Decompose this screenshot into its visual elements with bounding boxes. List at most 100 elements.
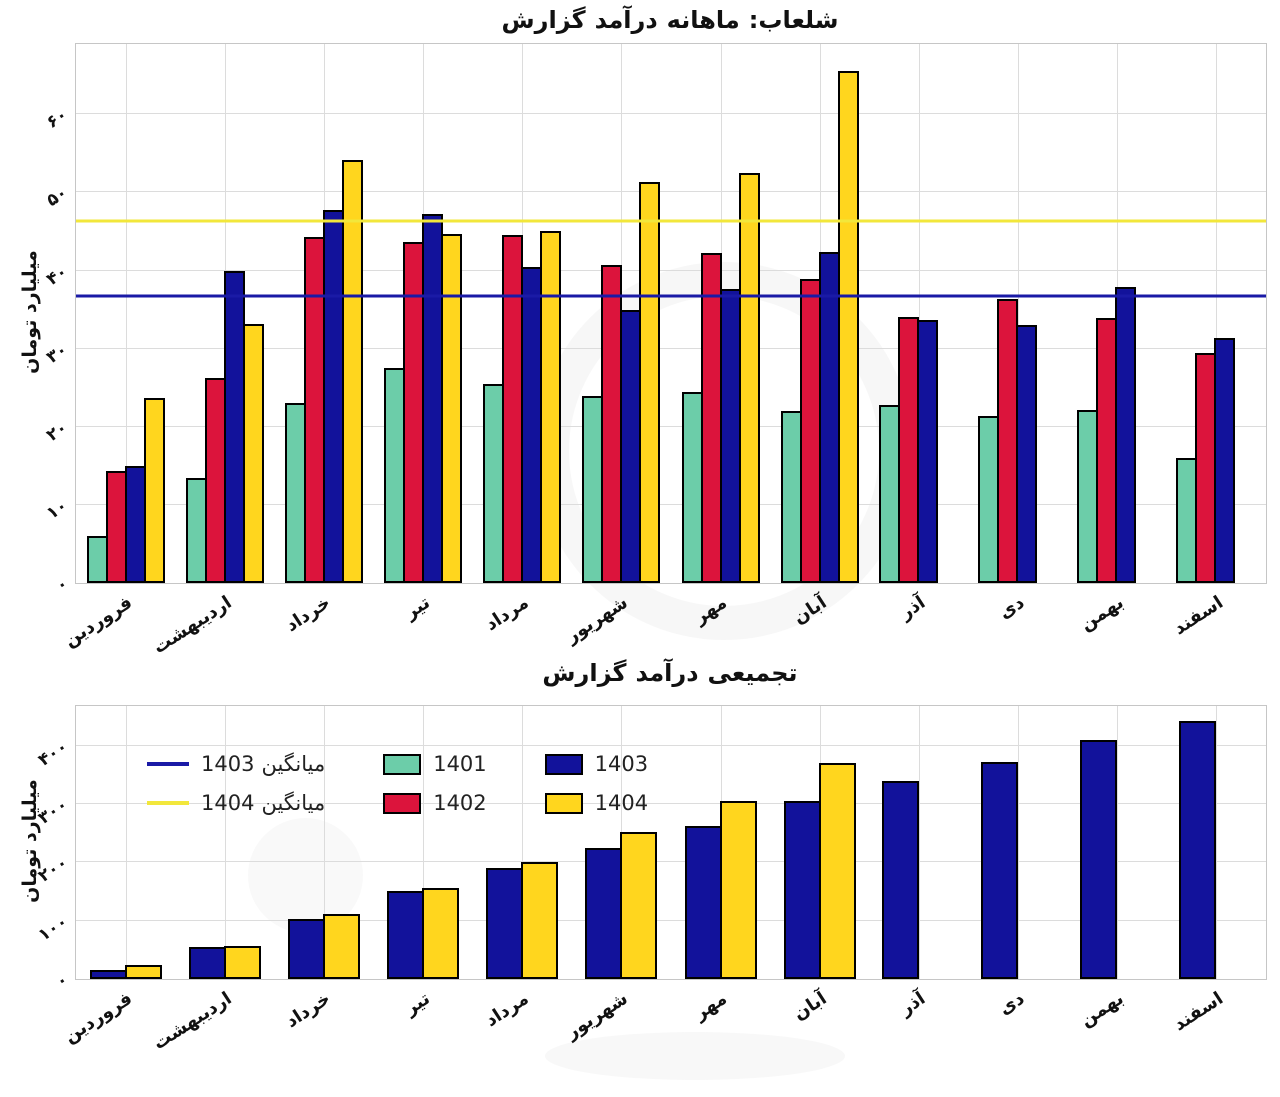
- bar-1404-month-4: [422, 888, 460, 979]
- title-word: درآمد: [635, 659, 699, 687]
- x-tick-label-month-1: فروردین: [60, 988, 137, 1048]
- bar-1403-month-10: [981, 761, 1019, 979]
- cumulative-y-axis-label: میلیارد تومان: [19, 779, 41, 903]
- x-tick-label-month-12: اسفند: [1169, 988, 1227, 1036]
- bar-groups: [76, 44, 1266, 583]
- y-tick-label-0: ۰: [51, 969, 72, 993]
- legend-item-mean-1403: 1403 میانگین: [147, 752, 325, 776]
- gridline-vertical: [522, 706, 524, 979]
- legend-item-mean-1404: 1404 میانگین: [147, 791, 325, 815]
- bar-group-9: [869, 44, 968, 583]
- bar-1404-month-8: [837, 70, 859, 583]
- bar-1404-month-4: [441, 233, 463, 583]
- legend-label-part: 1404: [594, 791, 649, 815]
- legend-column: 1403 1404: [544, 752, 648, 815]
- bar-group-11: [1068, 706, 1167, 979]
- legend-swatch-1403: [544, 753, 583, 775]
- bar-group-12: [1167, 44, 1266, 583]
- bar-1403-month-2: [188, 946, 226, 979]
- legend-label-part: 1403: [594, 752, 649, 776]
- bar-1403-month-7: [684, 825, 722, 979]
- x-tick-label-month-2: اردیبهشت: [148, 988, 236, 1055]
- gridline-horizontal: [76, 113, 1266, 115]
- bar-group-2: [175, 706, 274, 979]
- bar-1403-month-12: [1214, 337, 1236, 583]
- gridline-vertical: [1018, 44, 1020, 583]
- x-tick-label-month-5: مرداد: [481, 988, 533, 1032]
- x-tick-label-month-10: دی: [995, 988, 1029, 1020]
- watermark-circle: [248, 818, 363, 933]
- gridline-horizontal: [76, 191, 1266, 193]
- bar-group-3: [274, 44, 373, 583]
- y-tick-label-400: ۴۰۰: [34, 736, 72, 771]
- bar-1403-month-4: [387, 891, 425, 979]
- bar-groups: [76, 706, 1266, 979]
- bar-1404-month-7: [738, 172, 760, 583]
- gridline-horizontal: [76, 269, 1266, 271]
- bar-1403-month-8: [783, 800, 821, 979]
- legend-label-part: 1401: [433, 752, 487, 776]
- gridline-vertical: [1216, 706, 1218, 979]
- legend-label-part: میانگین: [261, 791, 326, 815]
- bar-group-8: [770, 44, 869, 583]
- bar-group-5: [473, 44, 572, 583]
- bar-group-1: [76, 706, 175, 979]
- gridline-vertical: [918, 44, 920, 583]
- bar-1404-month-1: [124, 965, 162, 979]
- x-tick-label-month-6: شهریور: [562, 988, 632, 1044]
- x-tick-label-month-7: مهر: [690, 988, 732, 1025]
- bar-1403-month-12: [1179, 721, 1217, 979]
- gridline-horizontal: [76, 744, 1266, 746]
- bar-1404-month-5: [540, 231, 562, 583]
- bar-group-8: [770, 706, 869, 979]
- bar-1404-month-1: [143, 397, 165, 583]
- bar-1403-month-11: [1080, 739, 1118, 979]
- cumulative-chart-title: گزارش درآمد تجمیعی: [75, 659, 1265, 687]
- bar-group-10: [969, 706, 1068, 979]
- legend-label-part: 1402: [433, 791, 487, 815]
- bar-group-6: [572, 706, 671, 979]
- gridline-vertical: [125, 706, 127, 979]
- bar-1403-month-3: [287, 919, 325, 979]
- bar-1403-month-9: [916, 319, 938, 583]
- legend-label-1401: 1401: [433, 752, 486, 776]
- bar-1403-month-11: [1115, 286, 1137, 583]
- legend-label-1403: 1403: [595, 752, 648, 776]
- bar-group-6: [572, 44, 671, 583]
- bar-1404-month-3: [341, 159, 363, 583]
- legend-label-mean-1404: 1404 میانگین: [201, 791, 325, 815]
- mean-line-1403: [76, 294, 1266, 298]
- bar-1403-month-6: [585, 847, 623, 979]
- gridline-horizontal: [76, 803, 1266, 804]
- x-tick-label-month-4: تیر: [400, 988, 434, 1020]
- bar-group-1: [76, 44, 175, 583]
- legend-item-1402: 1402: [383, 791, 487, 815]
- gridline-vertical: [224, 706, 226, 979]
- gridline-horizontal: [76, 503, 1266, 505]
- bar-group-3: [274, 706, 373, 979]
- bar-1403-month-9: [881, 781, 919, 979]
- bar-1403-month-5: [486, 867, 524, 979]
- gridline-vertical: [423, 706, 425, 979]
- legend-label-1404: 1404: [595, 791, 648, 815]
- legend-swatch-1401: [383, 753, 422, 775]
- title-word: تجمیعی: [707, 659, 798, 687]
- x-tick-label-month-3: خرداد: [281, 988, 335, 1033]
- legend-swatch-1402: [383, 792, 422, 814]
- bar-1404-month-2: [242, 323, 264, 583]
- x-tick-label-month-8: آبان: [789, 988, 831, 1025]
- bar-1404-month-6: [620, 831, 658, 979]
- monthly-plot-area: [75, 43, 1267, 584]
- legend-swatch-mean-1403: [147, 762, 189, 766]
- gridline-horizontal: [76, 425, 1266, 427]
- watermark-smudge: [545, 1032, 845, 1080]
- legend-swatch-1404: [544, 792, 583, 814]
- title-word: گزارش: [501, 6, 586, 34]
- bar-group-5: [473, 706, 572, 979]
- gridline-horizontal: [76, 861, 1266, 863]
- x-tick-label-month-9: آذر: [896, 988, 930, 1020]
- gridline-vertical: [1216, 44, 1218, 583]
- y-tick-label-100: ۱۰۰: [34, 911, 72, 946]
